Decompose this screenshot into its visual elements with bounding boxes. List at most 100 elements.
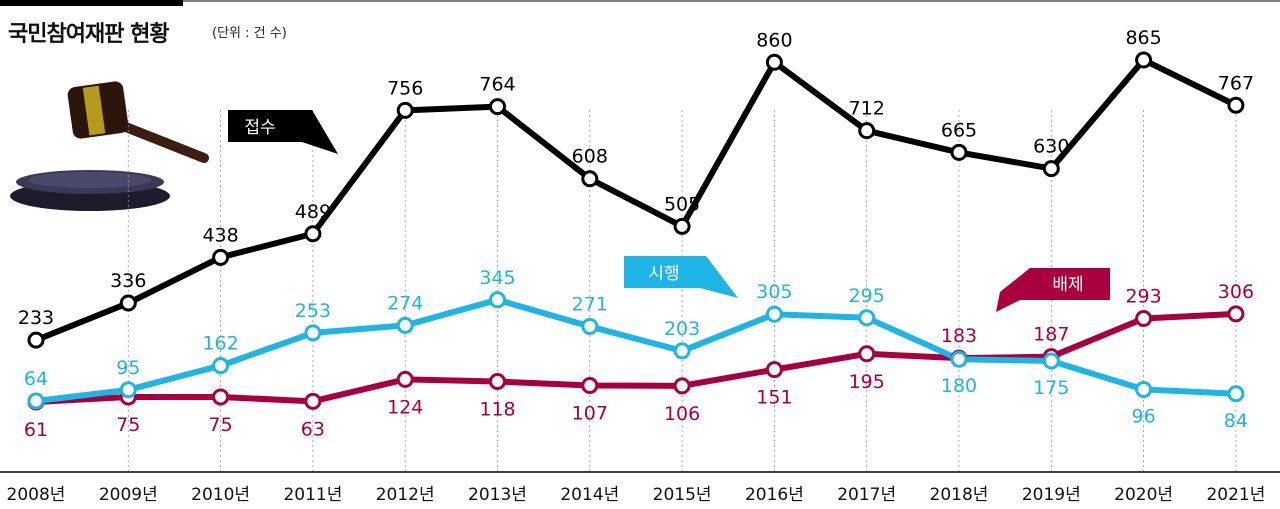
baeje-data-label: 293 — [1125, 286, 1161, 308]
sihaeng-data-label: 345 — [479, 267, 515, 289]
jeopsu-point — [858, 122, 876, 140]
sihaeng-point — [212, 357, 230, 375]
jeopsu-data-label: 438 — [202, 224, 238, 246]
sihaeng-point — [858, 309, 876, 327]
jeopsu-data-label: 505 — [664, 193, 700, 215]
sihaeng-data-label: 95 — [116, 357, 140, 379]
sihaeng-data-label: 162 — [202, 333, 238, 355]
jeopsu-data-label: 665 — [941, 119, 977, 141]
jeopsu-point — [950, 143, 968, 161]
jeopsu-data-label: 767 — [1218, 72, 1254, 94]
sihaeng-point — [673, 342, 691, 360]
legend-baeje-label: 배제 — [1052, 275, 1083, 295]
jeopsu-series-line — [33, 56, 1239, 344]
baeje-series-line — [33, 310, 1239, 406]
baeje-data-label: 306 — [1218, 281, 1254, 303]
jeopsu-point — [119, 294, 137, 312]
sihaeng-point — [1227, 385, 1245, 403]
legend-sihaeng-box — [624, 256, 738, 298]
sihaeng-data-label: 295 — [849, 285, 885, 307]
gavel-block-shine — [28, 172, 152, 188]
x-tick-label: 2016년 — [745, 485, 804, 505]
baeje-data-label: 107 — [572, 402, 608, 424]
baeje-point — [581, 376, 599, 394]
gavel-gold-band — [82, 85, 106, 136]
x-tick-label: 2014년 — [560, 485, 619, 505]
x-tick-label: 2015년 — [653, 485, 712, 505]
sihaeng-point — [27, 392, 45, 410]
sihaeng-data-label: 64 — [24, 368, 48, 390]
baeje-point — [489, 373, 506, 391]
sihaeng-data-label: 203 — [664, 318, 700, 340]
baeje-data-label: 195 — [849, 371, 885, 393]
top-accent-bar — [0, 0, 183, 6]
jeopsu-data-label: 233 — [18, 307, 54, 329]
jeopsu-point — [212, 248, 230, 266]
x-tick-label: 2009년 — [99, 485, 158, 505]
x-tick-label: 2017년 — [837, 485, 896, 505]
x-tick-label: 2013년 — [468, 485, 527, 505]
baeje-data-label: 75 — [209, 414, 233, 436]
baeje-data-label: 61 — [24, 419, 48, 441]
baeje-data-label: 124 — [387, 396, 423, 418]
x-tick-label: 2008년 — [7, 485, 66, 505]
sihaeng-point — [581, 317, 599, 335]
baeje-point — [304, 392, 322, 410]
sihaeng-point — [765, 305, 783, 323]
baeje-point — [1135, 310, 1153, 328]
baeje-data-label: 63 — [301, 418, 325, 440]
sihaeng-point — [396, 316, 414, 334]
jeopsu-point — [304, 225, 322, 243]
baeje-point — [765, 361, 783, 379]
sihaeng-point — [1135, 380, 1153, 398]
legend-sihaeng-label: 시행 — [648, 264, 679, 284]
jeopsu-data-label: 764 — [479, 74, 515, 96]
sihaeng-point — [304, 324, 322, 342]
jeopsu-point — [1227, 96, 1245, 114]
x-tick-label: 2021년 — [1206, 485, 1265, 505]
chart-title: 국민참여재판 현황 — [8, 22, 170, 47]
jeopsu-data-label: 608 — [572, 146, 608, 168]
sihaeng-data-label: 180 — [941, 375, 977, 397]
baeje-point — [396, 370, 414, 388]
x-tick-label: 2018년 — [930, 485, 989, 505]
baeje-point — [212, 388, 230, 406]
jeopsu-data-label: 712 — [849, 98, 885, 120]
baeje-data-label: 75 — [116, 414, 140, 436]
x-tick-label: 2012년 — [376, 485, 435, 505]
jeopsu-point — [1135, 51, 1153, 69]
sihaeng-data-label: 274 — [387, 292, 423, 314]
baeje-data-label: 118 — [479, 399, 515, 421]
jeopsu-point — [765, 53, 783, 71]
jeopsu-data-label: 865 — [1125, 27, 1161, 49]
sihaeng-point — [119, 381, 137, 399]
jeopsu-point — [1042, 160, 1060, 178]
jeopsu-point — [581, 170, 599, 188]
jeopsu-data-label: 630 — [1033, 136, 1069, 158]
x-tick-label: 2019년 — [1022, 485, 1081, 505]
sihaeng-point — [1042, 352, 1060, 370]
legend-jeopsu-box — [228, 110, 338, 154]
sihaeng-series-line — [33, 296, 1239, 404]
x-tick-label: 2011년 — [283, 485, 342, 505]
sihaeng-data-label: 96 — [1132, 405, 1156, 427]
sihaeng-data-label: 84 — [1224, 410, 1248, 432]
baeje-data-label: 187 — [1033, 324, 1069, 346]
unit-label: (단위 : 건 수) — [212, 26, 287, 41]
jeopsu-point — [489, 98, 506, 116]
jeopsu-point — [396, 101, 414, 119]
baeje-data-label: 106 — [664, 403, 700, 425]
sihaeng-data-label: 271 — [572, 293, 608, 315]
jeopsu-data-label: 756 — [387, 77, 423, 99]
jeopsu-data-label: 860 — [756, 29, 792, 51]
x-tick-label: 2010년 — [191, 485, 250, 505]
jeopsu-point — [673, 217, 691, 235]
baeje-point — [858, 345, 876, 363]
sihaeng-point — [950, 350, 968, 368]
legend-jeopsu-label: 접수 — [244, 118, 275, 138]
jeopsu-data-label: 489 — [295, 201, 331, 223]
sihaeng-point — [489, 291, 506, 309]
legend-baeje-box — [996, 268, 1110, 312]
x-tick-label: 2020년 — [1114, 485, 1173, 505]
